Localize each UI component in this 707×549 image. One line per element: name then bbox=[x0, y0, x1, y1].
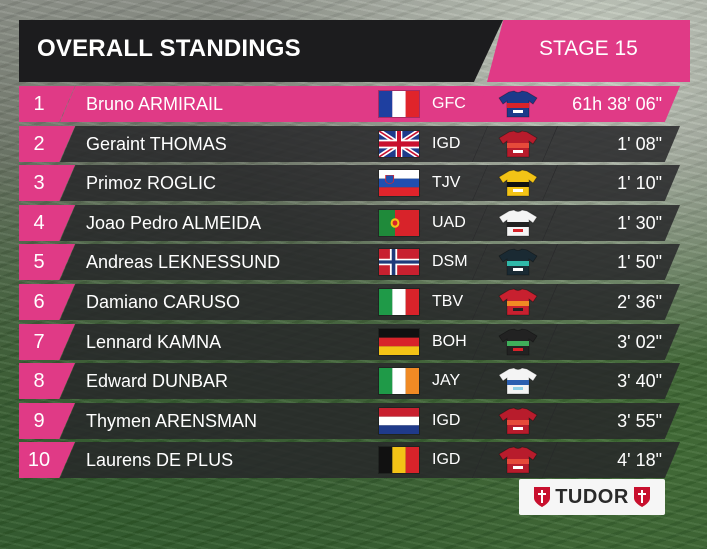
rank-number: 10 bbox=[27, 449, 51, 471]
standings-row: 8 Edward DUNBAR JAY 3' 40" bbox=[0, 363, 707, 399]
jersey-jumbo-visma-icon bbox=[497, 168, 539, 198]
rider-name: Damiano CARUSO bbox=[86, 292, 241, 312]
standings-row: 4 Joao Pedro ALMEIDA UAD 1' 30" bbox=[0, 205, 707, 241]
title-panel: OVERALL STANDINGS bbox=[19, 20, 503, 82]
stage-label: STAGE 15 bbox=[539, 37, 638, 60]
rank-number: 8 bbox=[33, 370, 45, 392]
team-code: GFC bbox=[432, 95, 466, 112]
time-panel bbox=[542, 442, 680, 478]
team-code: DSM bbox=[432, 253, 468, 270]
leader-row: 1 Bruno ARMIRAIL GFC 61h 38' 06" bbox=[0, 86, 707, 122]
gap-time: 3' 40" bbox=[617, 371, 662, 391]
standings-row: 6 Damiano CARUSO TBV 2' 36" bbox=[0, 284, 707, 320]
gap-time: 2' 36" bbox=[617, 292, 662, 312]
page-title: OVERALL STANDINGS bbox=[37, 35, 301, 62]
flag-slovenia-icon bbox=[378, 169, 420, 197]
team-code: BOH bbox=[432, 333, 467, 350]
tudor-shield-icon bbox=[534, 487, 551, 507]
jersey-jayco-icon bbox=[497, 366, 539, 396]
jersey-ineos-icon bbox=[497, 129, 539, 159]
tudor-shield-icon bbox=[633, 487, 650, 507]
flag-germany-icon bbox=[378, 328, 420, 356]
rider-name: Geraint THOMAS bbox=[86, 134, 227, 154]
gap-time: 3' 02" bbox=[617, 332, 662, 352]
standings-row: 3 Primoz ROGLIC TJV 1' 10" bbox=[0, 165, 707, 201]
rider-name: Andreas LEKNESSUND bbox=[86, 252, 281, 272]
time-panel bbox=[542, 126, 680, 162]
stage-badge: STAGE 15 bbox=[487, 20, 690, 82]
rider-name: Laurens DE PLUS bbox=[86, 450, 234, 470]
flag-netherlands-icon bbox=[378, 407, 420, 435]
team-code: IGD bbox=[432, 135, 461, 152]
jersey-bahrain-icon bbox=[497, 287, 539, 317]
rank-number: 7 bbox=[33, 331, 45, 353]
flag-france-icon bbox=[378, 90, 420, 118]
rank-number: 1 bbox=[33, 93, 45, 115]
time-panel bbox=[542, 205, 680, 241]
standings-row: 9 Thymen ARENSMAN IGD 3' 55" bbox=[0, 403, 707, 439]
gap-time: 1' 08" bbox=[617, 134, 662, 154]
standings-row: 7 Lennard KAMNA BOH 3' 02" bbox=[0, 324, 707, 360]
standings-row: 5 Andreas LEKNESSUND DSM 1' 50" bbox=[0, 244, 707, 280]
standings-row: 2 Geraint THOMAS IGD 1' 08" bbox=[0, 126, 707, 162]
gap-time: 1' 50" bbox=[617, 252, 662, 272]
rider-name: Edward DUNBAR bbox=[86, 371, 229, 391]
rank-number: 2 bbox=[33, 133, 45, 155]
time-panel bbox=[542, 86, 680, 122]
rank-number: 9 bbox=[33, 410, 45, 432]
jersey-ineos-icon bbox=[497, 445, 539, 475]
flag-portugal-icon bbox=[378, 209, 420, 237]
time-panel bbox=[542, 403, 680, 439]
flag-belgium-icon bbox=[378, 446, 420, 474]
rider-name: Bruno ARMIRAIL bbox=[86, 94, 224, 114]
rank-number: 5 bbox=[33, 251, 45, 273]
time-panel bbox=[542, 284, 680, 320]
standings-row: 10 Laurens DE PLUS IGD 4' 18" bbox=[0, 442, 707, 478]
rider-name: Lennard KAMNA bbox=[86, 332, 222, 352]
team-code: IGD bbox=[432, 451, 461, 468]
flag-ireland-icon bbox=[378, 367, 420, 395]
gap-time: 3' 55" bbox=[617, 411, 662, 431]
team-code: IGD bbox=[432, 412, 461, 429]
flag-great-britain-icon bbox=[378, 130, 420, 158]
gap-time: 4' 18" bbox=[617, 450, 662, 470]
gap-time: 61h 38' 06" bbox=[572, 94, 662, 114]
team-code: JAY bbox=[432, 372, 461, 389]
time-panel bbox=[542, 363, 680, 399]
time-panel bbox=[542, 244, 680, 280]
jersey-uae-icon bbox=[497, 208, 539, 238]
sponsor-name: TUDOR bbox=[555, 485, 629, 508]
jersey-bora-icon bbox=[497, 327, 539, 357]
rider-name: Thymen ARENSMAN bbox=[86, 411, 258, 431]
rank-number: 6 bbox=[33, 291, 45, 313]
jersey-groupama-fdj-icon bbox=[497, 89, 539, 119]
rider-name: Joao Pedro ALMEIDA bbox=[86, 213, 262, 233]
rank-number: 3 bbox=[33, 172, 45, 194]
team-code: TBV bbox=[432, 293, 464, 310]
flag-norway-icon bbox=[378, 248, 420, 276]
time-panel bbox=[542, 324, 680, 360]
gap-time: 1' 10" bbox=[617, 173, 662, 193]
gap-time: 1' 30" bbox=[617, 213, 662, 233]
team-code: UAD bbox=[432, 214, 466, 231]
flag-italy-icon bbox=[378, 288, 420, 316]
time-panel bbox=[542, 165, 680, 201]
rider-name: Primoz ROGLIC bbox=[86, 173, 217, 193]
rank-number: 4 bbox=[33, 212, 45, 234]
jersey-dsm-icon bbox=[497, 247, 539, 277]
team-code: TJV bbox=[432, 174, 461, 191]
sponsor-logo: TUDOR bbox=[519, 479, 665, 515]
jersey-ineos-icon bbox=[497, 406, 539, 436]
